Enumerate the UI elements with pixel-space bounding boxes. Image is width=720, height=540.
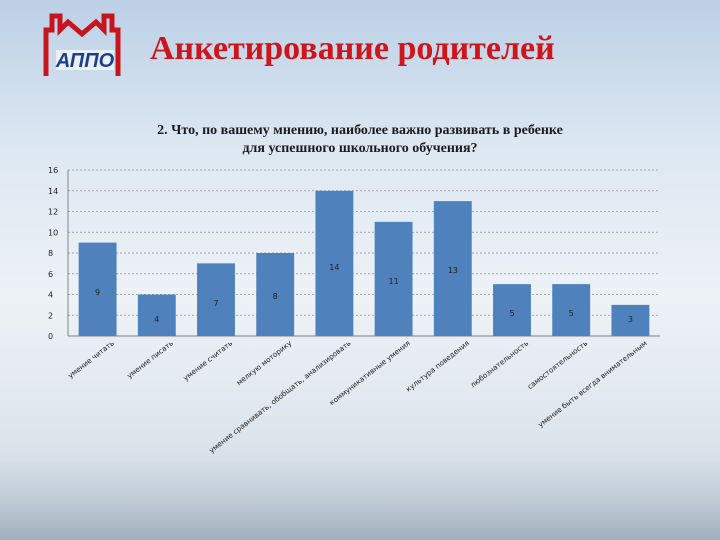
bar-6 [374,221,413,336]
y-tick-label-2: 2 [48,311,53,320]
data-label-8: 5 [509,309,514,318]
category-label-9: самостоятельность [526,338,590,391]
bar-5 [315,190,354,336]
bar-7 [433,201,472,336]
chart-panel: 2. Что, по вашему мнению, наиболее важно… [30,108,690,508]
y-tick-label-8: 8 [48,249,53,258]
category-label-3: умение считать [181,338,234,382]
data-label-4: 8 [273,292,278,301]
data-label-7: 13 [448,266,458,275]
logo-text: АППО [55,50,115,72]
chart-title-line-2: для успешного школьного обучения? [242,141,478,156]
category-label-1: умение читать [66,338,116,380]
data-label-5: 14 [329,263,339,272]
page-title: Анкетирование родителей [150,30,555,67]
data-label-3: 7 [213,299,218,308]
data-label-1: 9 [95,288,100,297]
bar-8 [493,284,531,336]
y-tick-label-14: 14 [48,187,58,196]
bar-2 [137,294,176,336]
y-tick-label-6: 6 [48,270,53,279]
y-tick-label-0: 0 [48,332,53,341]
bar-3 [197,263,235,336]
bar-4 [256,253,295,336]
chart-title: 2. Что, по вашему мнению, наиболее важно… [30,122,690,158]
category-label-2: умение писать [125,338,175,380]
appo-logo: АППО [43,13,121,76]
data-label-9: 5 [569,309,574,318]
category-label-8: любознательность [468,338,530,389]
chart-title-line-1: 2. Что, по вашему мнению, наиболее важно… [157,123,563,138]
bar-10 [611,304,650,336]
bar-1 [78,242,117,336]
category-label-10: умение быть всегда внимательным [536,338,648,429]
y-tick-label-10: 10 [48,228,58,237]
bar-9 [552,284,591,336]
y-tick-label-12: 12 [48,208,58,217]
y-tick-label-16: 16 [48,166,58,175]
data-label-2: 4 [154,315,159,324]
y-tick-label-4: 4 [48,291,53,300]
data-label-6: 11 [389,277,399,286]
category-label-7: культура поведения [404,338,471,393]
background-skyline [0,460,720,540]
data-label-10: 3 [628,315,633,324]
category-label-4: мелкую моторику [235,338,294,387]
